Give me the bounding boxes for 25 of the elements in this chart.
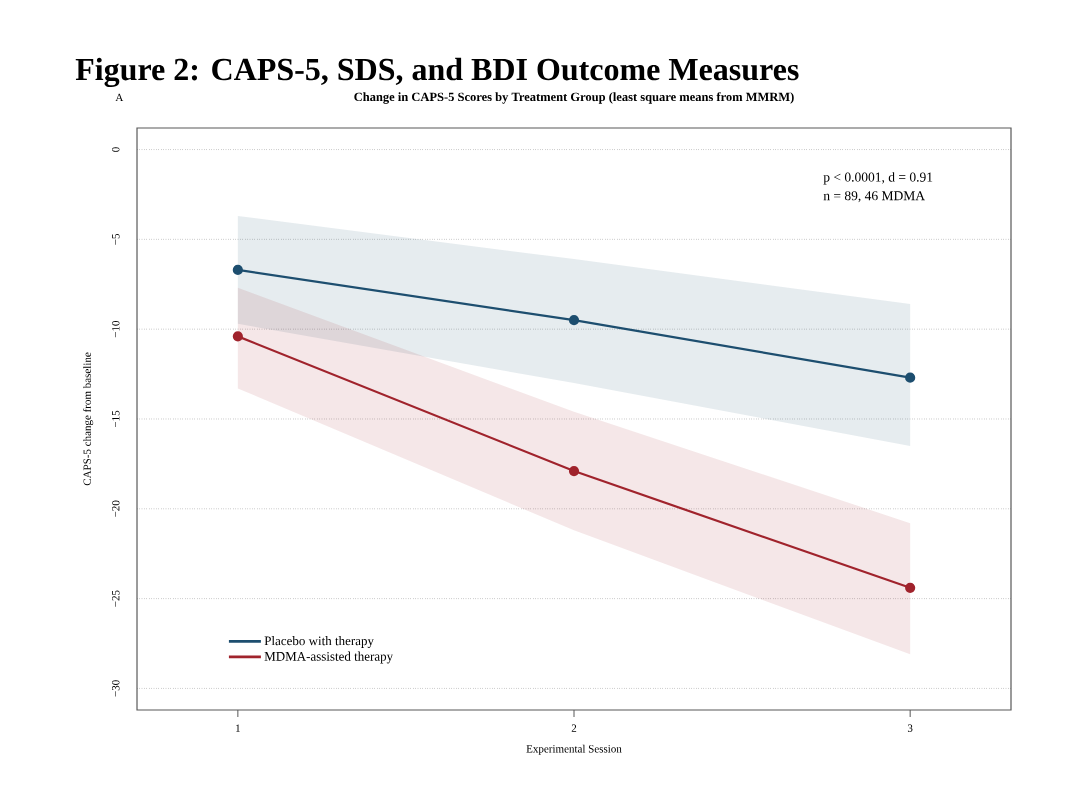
- point: [905, 372, 916, 383]
- chart-subtitle: Change in CAPS-5 Scores by Treatment Group (least square means from MMRM): [354, 92, 794, 104]
- x-tick-label: 3: [907, 724, 913, 732]
- point: [232, 264, 243, 275]
- x-tick-label: 1: [236, 724, 240, 732]
- y-tick-label: 0: [112, 147, 120, 152]
- y-axis-title: CAPS-5 change from baseline: [83, 352, 94, 486]
- legend-label: MDMA-assisted therapy: [264, 651, 394, 664]
- y-tick-label: −20: [112, 500, 120, 517]
- point: [568, 315, 580, 326]
- chart-title: Figure 2: CAPS-5, SDS, and BDI Outcome Measures: [75, 57, 799, 88]
- annotation: n = 89, 46 MDMA: [823, 191, 925, 203]
- text: A: [115, 93, 124, 101]
- y-tick-label: −15: [112, 410, 120, 428]
- x-tick-label: 2: [571, 724, 577, 732]
- point: [232, 331, 243, 342]
- legend-label: Placebo with therapy: [264, 636, 374, 648]
- x-axis-title: Experimental Session: [526, 744, 622, 755]
- point: [568, 465, 580, 477]
- y-tick-label: −10: [112, 320, 120, 338]
- y-tick-label: −30: [112, 680, 120, 697]
- y-tick-label: −5: [112, 233, 120, 245]
- point: [905, 582, 916, 593]
- annotation: p < 0.0001, d = 0.91: [823, 172, 933, 185]
- y-tick-label: −25: [112, 590, 120, 607]
